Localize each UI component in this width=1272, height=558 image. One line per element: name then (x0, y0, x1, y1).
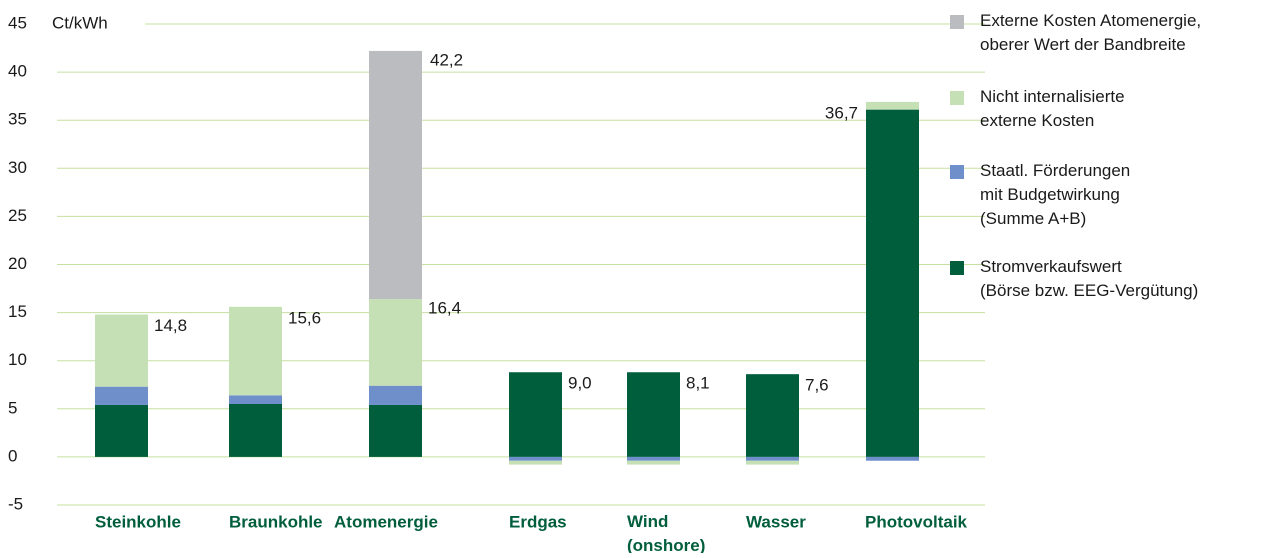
bar-segment (369, 385, 422, 405)
bar-segment (95, 404, 148, 457)
bar-segment (509, 372, 562, 457)
value-label: 14,8 (154, 316, 187, 335)
y-tick-label: 10 (8, 350, 27, 369)
bar-segment (509, 456, 562, 461)
x-tick-label: Atomenergie (334, 512, 438, 531)
bar-segment (746, 460, 799, 465)
bar-segment (746, 374, 799, 457)
y-tick-label: 5 (8, 398, 17, 417)
bar-segment (369, 299, 422, 386)
bar-segment (746, 456, 799, 461)
legend-label: Staatl. Förderungen mit Budgetwirkung (Sum… (980, 161, 1130, 228)
bar-segment (95, 314, 148, 387)
value-label: 15,6 (288, 308, 321, 327)
bar-segment (627, 456, 680, 461)
bar-segment (229, 395, 282, 404)
x-tick-label: Photovoltaik (865, 512, 968, 531)
bar-segment (627, 372, 680, 457)
y-tick-label: 20 (8, 254, 27, 273)
bar-segment (627, 460, 680, 465)
value-label: 7,6 (805, 376, 829, 395)
y-tick-label: 30 (8, 158, 27, 177)
bar-segment (866, 101, 919, 110)
value-label: 36,7 (825, 103, 858, 122)
x-tick-label: Steinkohle (95, 512, 181, 531)
x-tick-label: Braunkohle (229, 512, 323, 531)
legend-swatch (950, 165, 964, 179)
legend-label: Externe Kosten Atomenergie, oberer Wert d… (980, 11, 1201, 54)
bar-segment (229, 403, 282, 457)
y-tick-label: -5 (8, 494, 23, 513)
x-tick-label: Wind (onshore) (627, 512, 705, 553)
y-tick-label: 25 (8, 206, 27, 225)
value-label: 8,1 (686, 374, 710, 393)
legend-swatch (950, 15, 964, 29)
value-label: 16,4 (428, 299, 461, 318)
value-label: 9,0 (568, 374, 592, 393)
bar-segment (866, 109, 919, 457)
y-unit: Ct/kWh (52, 13, 108, 32)
x-tick-label: Erdgas (509, 512, 567, 531)
bar-segment (509, 460, 562, 465)
legend-label: Nicht internalisierte externe Kosten (980, 87, 1125, 130)
y-tick-label: 0 (8, 446, 17, 465)
bar-segment (369, 50, 422, 300)
bar-segment (95, 386, 148, 405)
y-tick-label: 45 (8, 13, 27, 32)
bar-segment (866, 456, 919, 461)
y-tick-label: 35 (8, 110, 27, 129)
value-label: 42,2 (430, 50, 463, 69)
legend-swatch (950, 261, 964, 275)
bar-segment (229, 306, 282, 396)
x-tick-label: Wasser (746, 512, 806, 531)
y-tick-label: 40 (8, 62, 27, 81)
legend-swatch (950, 91, 964, 105)
y-tick-label: 15 (8, 302, 27, 321)
bar-segment (369, 404, 422, 457)
legend-label: Stromverkaufswert (Börse bzw. EEG-Vergütu… (980, 257, 1198, 300)
